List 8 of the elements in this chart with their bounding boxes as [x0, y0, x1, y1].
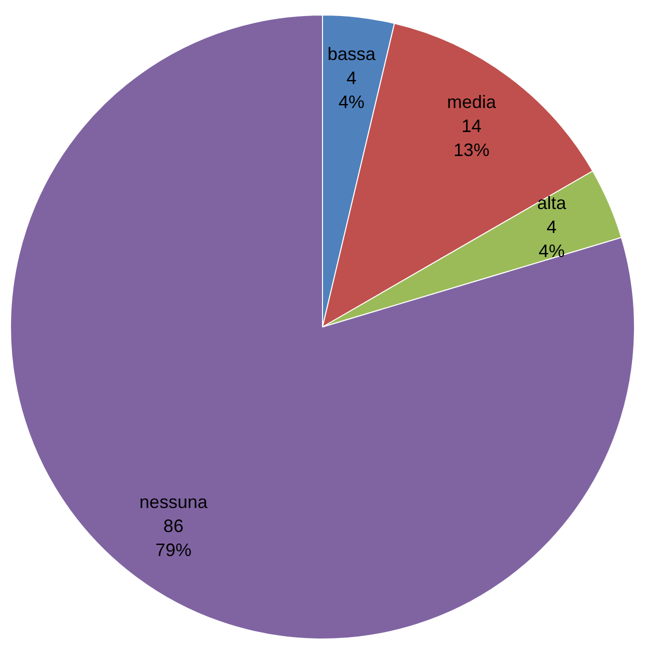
slice-label: alta — [537, 193, 568, 214]
data-label: 14 13% — [454, 116, 490, 160]
slice-label: bassa — [327, 44, 376, 64]
data-label: 4 4% — [538, 217, 565, 262]
slice-label: nessuna — [139, 492, 208, 512]
data-label: 4 4% — [338, 68, 364, 112]
slice-label: media — [447, 92, 498, 112]
data-label: 86 79% — [155, 516, 192, 560]
